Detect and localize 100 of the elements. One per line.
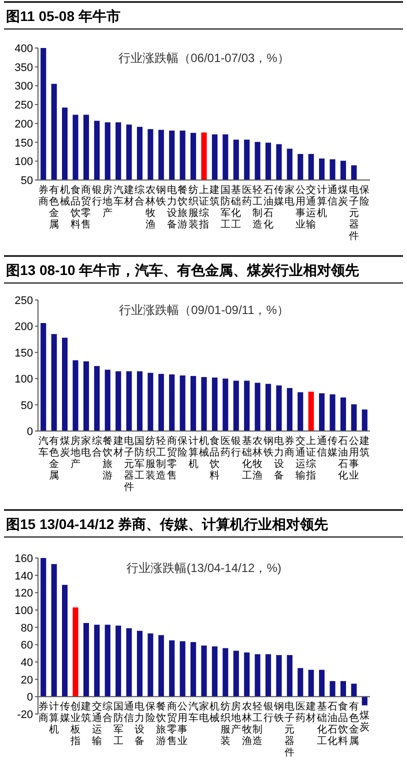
y-tick-label: 200 [14,321,33,334]
x-tick-label: 食品饮料 [208,435,220,482]
x-tick-label: 计算机 [49,700,60,736]
x-tick-label: 传媒 [274,185,284,208]
x-tick-label: 煤炭 [60,435,70,458]
x-tick-label: 通信 [124,700,134,724]
chart-subtitle: 行业涨跌幅(13/04-14/12，%) [126,561,282,575]
x-tick-label: 商贸零售 [166,700,177,748]
bar [72,360,78,431]
y-tick-label: 150 [14,347,33,360]
bar [72,607,78,697]
x-tick-label: 餐饮旅游 [176,184,188,230]
x-tick-label: 轻工制造 [252,184,263,230]
x-tick-label: 医药 [220,436,230,458]
x-tick-label: 创业板指 [69,700,80,748]
bar [62,584,68,697]
x-tick-label: 综合 [134,184,145,208]
y-tick-label: 120 [14,588,33,600]
x-tick-label: 券商 [38,700,48,724]
x-tick-label: 汽车 [113,184,124,208]
bar [126,628,132,697]
bar [254,382,260,431]
x-tick-label: 有色金属 [49,435,60,482]
y-tick-label: 50 [20,400,33,412]
chart-title: 图11 05-08 年牛市 [6,8,120,24]
bar [94,366,100,431]
bar [180,641,186,697]
y-tick-label: 40 [20,657,33,669]
bar [233,380,239,431]
x-tick-label: 保险 [178,436,188,458]
bar [362,696,368,706]
x-tick-label: 机械 [199,435,209,458]
x-tick-label: 汽车 [188,700,198,724]
x-tick-label: 有色金属 [49,184,60,230]
bar [83,361,89,431]
x-tick-label: 电子元器件 [348,184,359,242]
x-tick-label: 国防军工 [134,436,145,482]
bar [51,334,57,431]
bar [94,624,100,697]
x-tick-label: 公用事业 [178,700,188,748]
bar [351,684,357,697]
bar [169,640,175,697]
y-tick-label: 350 [14,62,33,74]
x-tick-label: 公用事业 [348,435,359,482]
bar [158,374,164,431]
x-tick-label: 建材 [305,700,316,724]
y-tick-label: 160 [14,553,33,565]
bar [244,652,250,697]
y-tick-label: 140 [14,570,33,582]
x-tick-label: 建筑 [80,700,92,724]
x-tick-label: 家电 [199,700,209,724]
bar [104,370,110,431]
bar [265,384,272,431]
x-tick-label: 计算机 [188,435,198,470]
x-tick-label: 轻工制造 [156,435,166,482]
bar [180,375,186,431]
y-tick-label: 60 [20,640,33,652]
x-tick-label: 纺织服装 [188,184,198,230]
x-tick-label: 纺织服装 [220,700,230,748]
x-tick-label: 有色金属 [348,700,359,748]
x-tick-label: 钢铁 [272,702,284,724]
bar [212,646,218,697]
x-tick-label: 传媒 [60,702,70,724]
bar [126,371,132,431]
bar [308,670,314,697]
x-tick-label: 食品饮料 [69,184,80,230]
x-tick-label: 房地产 [102,184,113,219]
x-tick-label: 银行 [230,436,242,458]
y-tick-label: 150 [14,137,33,150]
bar [212,378,218,431]
bar [276,655,282,697]
x-tick-label: 医药 [242,185,252,208]
bar [62,338,68,431]
x-tick-label: 煤炭 [338,184,348,208]
x-tick-label: 建筑 [208,184,220,208]
bar [265,654,272,697]
y-tick-label: 100 [14,374,33,386]
bar [83,623,89,697]
bar [330,394,336,431]
bar [222,648,228,697]
x-tick-label: 纺织服装 [145,435,156,482]
chart-title: 图13 08-10 年牛市，汽车、有色金属、煤炭行业相对领先 [6,262,360,278]
x-tick-label: 电子元器件 [124,435,134,493]
x-tick-label: 基础化工 [316,700,327,748]
x-tick-label: 基础化工 [240,435,252,482]
x-tick-label: 房地产 [69,435,80,470]
y-tick-label: 20 [20,674,33,686]
x-tick-label: 上证综指 [305,435,316,482]
x-tick-label: 交通运输 [295,435,306,482]
bar [148,372,154,431]
chart-title: 图15 13/04-14/12 券商、传媒、计算机行业相对领先 [6,516,328,532]
y-tick-label: 80 [20,622,33,634]
y-tick-label: -20 [17,709,33,721]
bar [51,564,57,697]
bar [286,655,292,697]
bar [276,385,282,431]
chart-subtitle: 行业涨跌幅（06/01-07/03，%） [118,51,290,65]
bar [362,410,368,431]
x-tick-label: 石油石化 [263,185,274,230]
x-tick-label: 钢铁 [155,185,166,208]
